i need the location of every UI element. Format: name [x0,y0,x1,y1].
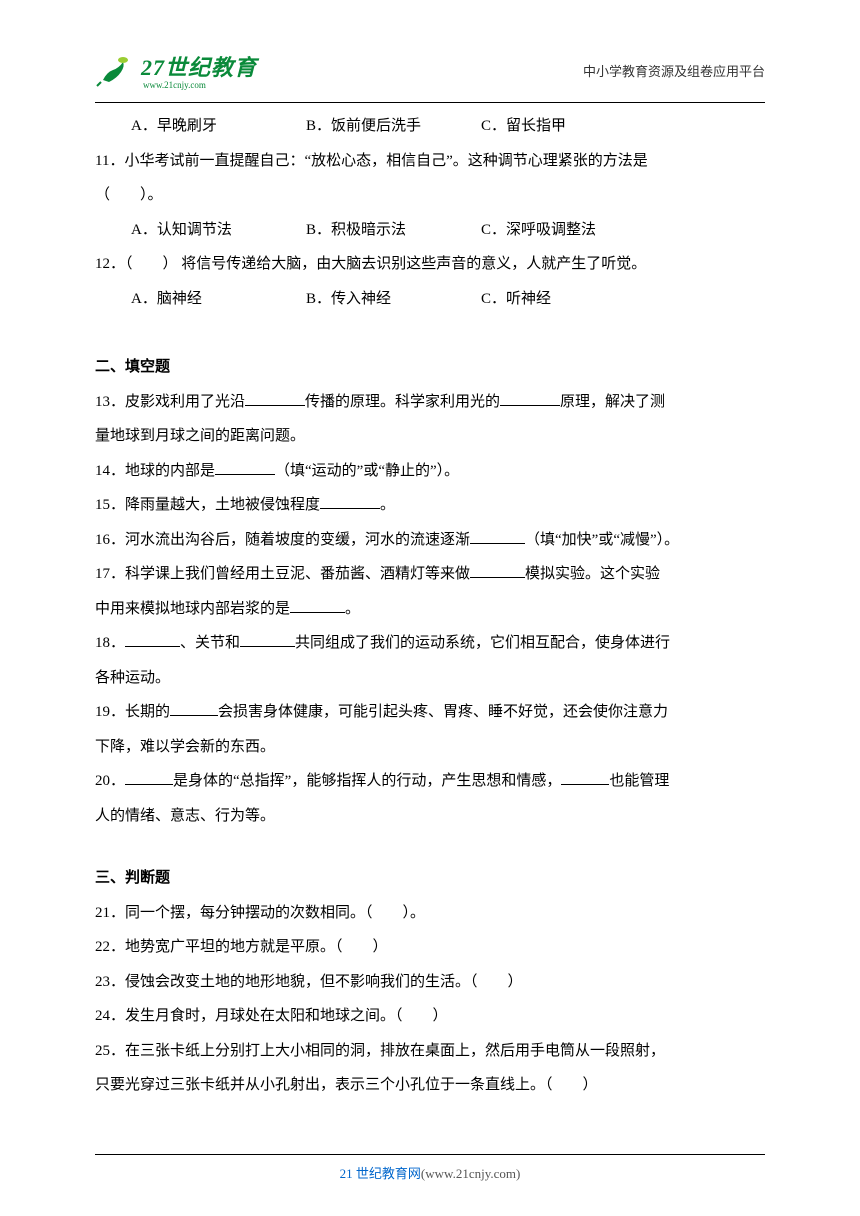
q17-c: 中用来模拟地球内部岩浆的是 [95,601,290,617]
q20-blank2[interactable] [561,770,609,785]
q11-option-b: B．积极暗示法 [306,213,481,248]
q12-option-b: B．传入神经 [306,282,481,317]
q11-option-a: A．认知调节法 [131,213,306,248]
q13-b: 传播的原理。科学家利用光的 [305,394,500,410]
footer-text: 21 世纪教育网(www.21cnjy.com) [0,1163,860,1182]
q19-line2: 下降，难以学会新的东西。 [95,730,765,765]
document-body: A．早晚刷牙 B．饭前便后洗手 C．留长指甲 11．小华考试前一直提醒自己：“放… [95,109,765,1103]
q10-option-a: A．早晚刷牙 [131,109,306,144]
q16: 16．河水流出沟谷后，随着坡度的变缓，河水的流速逐渐 （填“加快”或“减慢”）。 [95,523,765,558]
q14: 14．地球的内部是 （填“运动的”或“静止的”）。 [95,454,765,489]
page-footer: 21 世纪教育网(www.21cnjy.com) [0,1154,860,1182]
q13-a: 13．皮影戏利用了光沿 [95,394,245,410]
q17-blank1[interactable] [470,563,525,578]
q25-line1: 25．在三张卡纸上分别打上大小相同的洞，排放在桌面上，然后用手电筒从一段照射， [95,1034,765,1069]
q17-a: 17．科学课上我们曾经用土豆泥、番茄酱、酒精灯等来做 [95,566,470,582]
q20-blank1[interactable] [125,770,173,785]
q11-paren: （ ）。 [95,178,765,213]
q25-line2: 只要光穿过三张卡纸并从小孔射出，表示三个小孔位于一条直线上。（ ） [95,1068,765,1103]
q19-line1: 19．长期的 会损害身体健康，可能引起头疼、胃疼、睡不好觉，还会使你注意力 [95,695,765,730]
q22: 22．地势宽广平坦的地方就是平原。（ ） [95,930,765,965]
q18-b: 、关节和 [180,635,240,651]
q14-b: （填“运动的”或“静止的”）。 [275,463,459,479]
q14-a: 14．地球的内部是 [95,463,215,479]
q20-line2: 人的情绪、意志、行为等。 [95,799,765,834]
q13-line1: 13．皮影戏利用了光沿 传播的原理。科学家利用光的 原理，解决了测 [95,385,765,420]
q18-line2: 各种运动。 [95,661,765,696]
logo-main-text: 27世纪教育 [141,50,257,82]
q18-a: 18． [95,635,125,651]
header-platform-text: 中小学教育资源及组卷应用平台 [583,61,765,80]
logo: 27世纪教育 www.21cnjy.com [95,50,257,90]
q17-line1: 17．科学课上我们曾经用土豆泥、番茄酱、酒精灯等来做 模拟实验。这个实验 [95,557,765,592]
q17-b: 模拟实验。这个实验 [525,566,660,582]
q17-blank2[interactable] [290,598,345,613]
q23: 23．侵蚀会改变土地的地形地貌，但不影响我们的生活。（ ） [95,965,765,1000]
q16-blank[interactable] [470,529,525,544]
q13-blank1[interactable] [245,391,305,406]
q20-line1: 20． 是身体的“总指挥”，能够指挥人的行动，产生思想和情感， 也能管理 [95,764,765,799]
footer-gray: (www.21cnjy.com) [421,1166,520,1181]
q10-option-b: B．饭前便后洗手 [306,109,481,144]
logo-text-wrap: 27世纪教育 www.21cnjy.com [141,50,257,90]
q11-option-c: C．深呼吸调整法 [481,213,621,248]
q15-blank[interactable] [320,494,380,509]
q18-line1: 18． 、关节和 共同组成了我们的运动系统，它们相互配合，使身体进行 [95,626,765,661]
q20-c: 也能管理 [609,773,669,789]
q15: 15．降雨量越大，土地被侵蚀程度 。 [95,488,765,523]
q17-line2: 中用来模拟地球内部岩浆的是 。 [95,592,765,627]
header-divider [95,102,765,103]
q21: 21．同一个摆，每分钟摆动的次数相同。（ ）。 [95,896,765,931]
q14-blank[interactable] [215,460,275,475]
q19-blank[interactable] [170,701,218,716]
section-fill-title: 二、填空题 [95,350,765,385]
q10-option-c: C．留长指甲 [481,109,621,144]
q18-c: 共同组成了我们的运动系统，它们相互配合，使身体进行 [295,635,670,651]
footer-blue: 21 世纪教育网 [340,1166,421,1181]
q16-a: 16．河水流出沟谷后，随着坡度的变缓，河水的流速逐渐 [95,532,470,548]
q15-b: 。 [380,497,395,513]
section-judge-title: 三、判断题 [95,861,765,896]
q13-line2: 量地球到月球之间的距离问题。 [95,419,765,454]
page-header: 27世纪教育 www.21cnjy.com 中小学教育资源及组卷应用平台 [95,50,765,90]
q12-options: A．脑神经 B．传入神经 C．听神经 [95,282,765,317]
q12-text: 12．（ ） 将信号传递给大脑，由大脑去识别这些声音的意义，人就产生了听觉。 [95,247,765,282]
q19-b: 会损害身体健康，可能引起头疼、胃疼、睡不好觉，还会使你注意力 [218,704,668,720]
q11-options: A．认知调节法 B．积极暗示法 C．深呼吸调整法 [95,213,765,248]
q19-a: 19．长期的 [95,704,170,720]
q17-d: 。 [345,601,360,617]
logo-runner-icon [95,52,137,88]
q18-blank2[interactable] [240,632,295,647]
q10-options: A．早晚刷牙 B．饭前便后洗手 C．留长指甲 [95,109,765,144]
q12-option-a: A．脑神经 [131,282,306,317]
q16-b: （填“加快”或“减慢”）。 [525,532,679,548]
q18-blank1[interactable] [125,632,180,647]
q11-text: 11．小华考试前一直提醒自己：“放松心态，相信自己”。这种调节心理紧张的方法是 [95,144,765,179]
q20-a: 20． [95,773,125,789]
q24: 24．发生月食时，月球处在太阳和地球之间。（ ） [95,999,765,1034]
q13-blank2[interactable] [500,391,560,406]
q13-c: 原理，解决了测 [560,394,665,410]
footer-divider [95,1154,765,1155]
q20-b: 是身体的“总指挥”，能够指挥人的行动，产生思想和情感， [173,773,561,789]
q12-option-c: C．听神经 [481,282,621,317]
q15-a: 15．降雨量越大，土地被侵蚀程度 [95,497,320,513]
